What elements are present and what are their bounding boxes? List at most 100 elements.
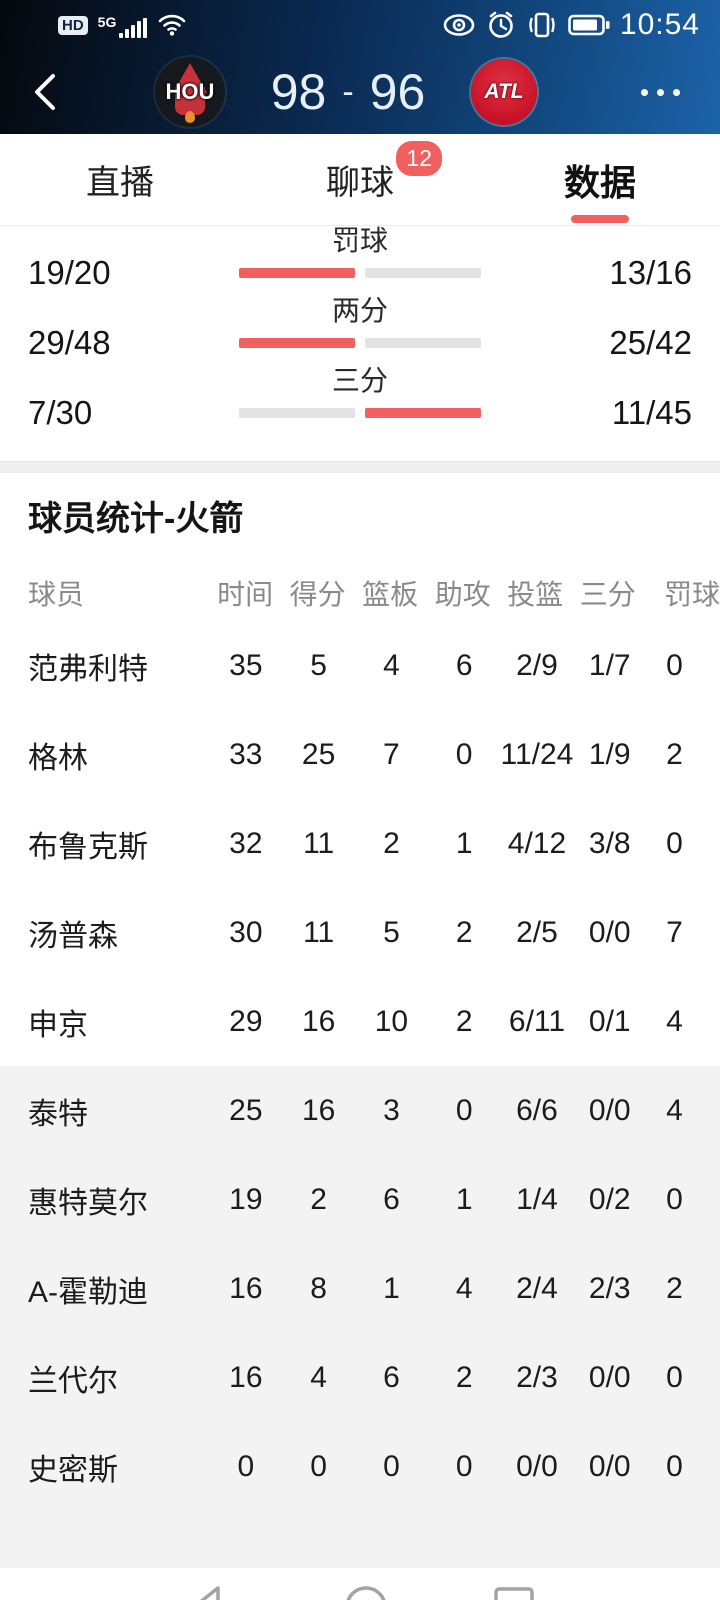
tab-chat[interactable]: 聊球 12	[240, 134, 480, 225]
home-score: 98	[270, 64, 327, 120]
away-team-logo: ATL	[471, 59, 537, 125]
3pt-value: 0/0	[588, 1093, 631, 1127]
home-value: 7/30	[28, 394, 93, 431]
away-value: 13/16	[609, 254, 692, 291]
player-stat-row[interactable]: 史密斯 0 0 0 0 0/0 0/0 0	[0, 1422, 720, 1511]
col-points: 得分	[289, 579, 346, 610]
ft-value: 0	[666, 648, 683, 682]
minutes-value: 32	[229, 826, 263, 860]
col-player: 球员	[28, 579, 85, 610]
network-type-label: 5G	[97, 14, 117, 30]
player-name: 范弗利特	[28, 652, 148, 686]
away-value: 11/45	[611, 394, 692, 431]
player-stat-row[interactable]: 兰代尔 16 4 6 2 2/3 0/0 0	[0, 1333, 720, 1422]
home-bar	[239, 408, 355, 418]
away-bar	[365, 268, 481, 278]
player-stat-row[interactable]: 申京 29 16 10 2 6/11 0/1 4	[0, 977, 720, 1066]
player-name: 格林	[28, 741, 88, 775]
rebounds-value: 6	[383, 1182, 400, 1216]
battery-icon	[568, 14, 610, 36]
nav-back-icon[interactable]	[186, 1584, 232, 1600]
rebounds-value: 0	[383, 1449, 400, 1483]
rebounds-value: 6	[383, 1360, 400, 1394]
fg-value: 4/12	[507, 826, 567, 860]
col-assists: 助攻	[434, 579, 491, 610]
points-value: 0	[310, 1449, 327, 1483]
3pt-value: 0/0	[588, 915, 631, 949]
fg-value: 6/6	[516, 1093, 558, 1127]
rebounds-value: 2	[383, 826, 400, 860]
assists-value: 2	[455, 915, 473, 949]
rebounds-value: 4	[383, 648, 400, 682]
score: 98 - 96	[253, 63, 443, 121]
3pt-value: 0/2	[588, 1182, 631, 1216]
fg-value: 2/9	[516, 648, 558, 682]
3pt-value: 3/8	[588, 826, 631, 860]
nav-recents-icon[interactable]	[491, 1584, 537, 1600]
back-button[interactable]	[20, 68, 68, 116]
home-team-abbr: HOU	[165, 79, 215, 104]
tab-live-label: 直播	[86, 164, 154, 202]
rebounds-value: 3	[383, 1093, 400, 1127]
points-value: 8	[310, 1271, 327, 1305]
player-name: 兰代尔	[28, 1364, 118, 1398]
away-bar	[365, 408, 481, 418]
3pt-value: 1/9	[588, 737, 631, 771]
more-options-button[interactable]	[624, 88, 680, 96]
fg-value: 2/5	[516, 915, 558, 949]
tab-live[interactable]: 直播	[0, 134, 240, 225]
3pt-value: 0/0	[588, 1360, 631, 1394]
minutes-value: 25	[229, 1093, 263, 1127]
player-stat-row[interactable]: 泰特 25 16 3 0 6/6 0/0 4	[0, 1066, 720, 1155]
fg-value: 1/4	[516, 1182, 558, 1216]
comparison-row: 三分 7/30 11/45	[0, 365, 720, 432]
starters-rows: 范弗利特 35 5 4 6 2/9 1/7 0 格林 33 25 7 0 11/…	[0, 621, 720, 1066]
comparison-bars	[175, 268, 545, 278]
home-bar	[239, 268, 355, 278]
minutes-value: 29	[229, 1004, 263, 1038]
score-board: HOU 98 - 96 ATL	[68, 57, 624, 127]
minutes-value: 35	[229, 648, 263, 682]
player-stat-row[interactable]: A-霍勒迪 16 8 1 4 2/4 2/3 2	[0, 1244, 720, 1333]
ft-value: 0	[666, 1360, 683, 1394]
comparison-label: 三分	[331, 365, 388, 396]
ft-value: 2	[666, 737, 683, 771]
player-name: 申京	[28, 1008, 88, 1042]
status-right-group: 10:54	[442, 8, 700, 42]
match-header: HOU 98 - 96 ATL	[0, 50, 720, 134]
player-stat-row[interactable]: 惠特莫尔 19 2 6 1 1/4 0/2 0	[0, 1155, 720, 1244]
player-stat-row[interactable]: 布鲁克斯 32 11 2 1 4/12 3/8 0	[0, 799, 720, 888]
section-divider	[0, 461, 720, 473]
player-stat-row[interactable]: 范弗利特 35 5 4 6 2/9 1/7 0	[0, 621, 720, 710]
points-value: 5	[310, 648, 327, 682]
player-stat-row[interactable]: 格林 33 25 7 0 11/24 1/9 2	[0, 710, 720, 799]
minutes-value: 33	[229, 737, 263, 771]
bench-rows: 泰特 25 16 3 0 6/6 0/0 4 惠特莫尔 19 2 6 1 1/4…	[0, 1066, 720, 1568]
android-nav-bar	[0, 1568, 720, 1600]
minutes-value: 19	[229, 1182, 263, 1216]
points-value: 2	[310, 1182, 327, 1216]
3pt-value: 0/1	[588, 1004, 631, 1038]
ft-value: 7	[666, 915, 683, 949]
back-chevron-icon	[35, 74, 55, 110]
comparison-row: 罚球 19/20 13/16	[0, 226, 720, 292]
eye-comfort-icon	[443, 14, 475, 36]
player-stat-row[interactable]: 汤普森 30 11 5 2 2/5 0/0 7	[0, 888, 720, 977]
col-3pt: 三分	[579, 579, 636, 610]
ft-value: 0	[666, 1449, 683, 1483]
col-ft: 罚球	[664, 579, 720, 610]
minutes-value: 0	[237, 1449, 255, 1483]
status-left-group: HD 5G	[58, 12, 187, 38]
status-time: 10:54	[619, 8, 700, 41]
away-team-abbr: ATL	[484, 80, 524, 103]
rebounds-value: 5	[383, 915, 400, 949]
more-dots-icon	[641, 88, 648, 96]
home-value: 19/20	[28, 254, 111, 291]
alarm-icon	[489, 11, 513, 38]
vibrate-icon	[529, 12, 555, 38]
tab-data[interactable]: 数据	[480, 134, 720, 225]
away-bar	[365, 338, 481, 348]
nav-home-icon[interactable]	[343, 1584, 389, 1600]
points-value: 16	[301, 1004, 336, 1038]
